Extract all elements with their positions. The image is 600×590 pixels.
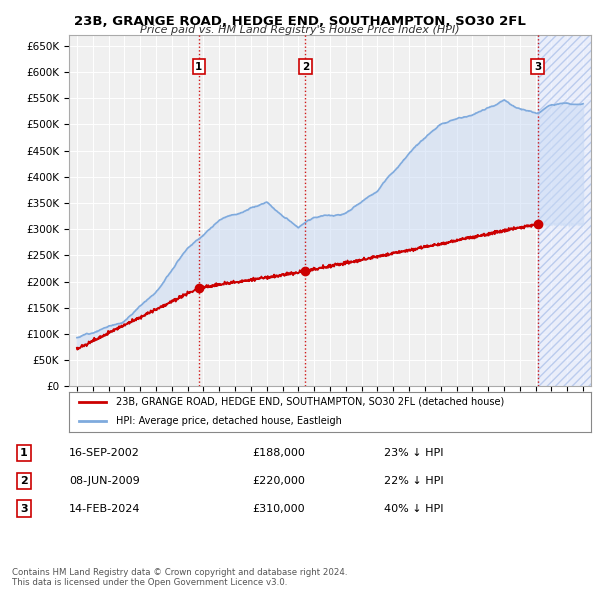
- Bar: [538, 35, 591, 386]
- Text: 3: 3: [534, 62, 541, 72]
- Text: Contains HM Land Registry data © Crown copyright and database right 2024.
This d: Contains HM Land Registry data © Crown c…: [12, 568, 347, 587]
- Text: 08-JUN-2009: 08-JUN-2009: [69, 476, 140, 486]
- Text: 3: 3: [20, 504, 28, 513]
- Text: 14-FEB-2024: 14-FEB-2024: [69, 504, 140, 513]
- Text: Price paid vs. HM Land Registry's House Price Index (HPI): Price paid vs. HM Land Registry's House …: [140, 25, 460, 35]
- Text: 1: 1: [20, 448, 28, 458]
- Text: 16-SEP-2002: 16-SEP-2002: [69, 448, 140, 458]
- Text: £220,000: £220,000: [252, 476, 305, 486]
- Text: £310,000: £310,000: [252, 504, 305, 513]
- Text: 40% ↓ HPI: 40% ↓ HPI: [384, 504, 443, 513]
- Text: £188,000: £188,000: [252, 448, 305, 458]
- Text: 1: 1: [195, 62, 202, 72]
- Text: 23% ↓ HPI: 23% ↓ HPI: [384, 448, 443, 458]
- Text: 2: 2: [20, 476, 28, 486]
- Text: 2: 2: [302, 62, 309, 72]
- Text: HPI: Average price, detached house, Eastleigh: HPI: Average price, detached house, East…: [116, 415, 342, 425]
- Text: 22% ↓ HPI: 22% ↓ HPI: [384, 476, 443, 486]
- Text: 23B, GRANGE ROAD, HEDGE END, SOUTHAMPTON, SO30 2FL (detached house): 23B, GRANGE ROAD, HEDGE END, SOUTHAMPTON…: [116, 397, 504, 407]
- Bar: [538, 35, 591, 386]
- Text: 23B, GRANGE ROAD, HEDGE END, SOUTHAMPTON, SO30 2FL: 23B, GRANGE ROAD, HEDGE END, SOUTHAMPTON…: [74, 15, 526, 28]
